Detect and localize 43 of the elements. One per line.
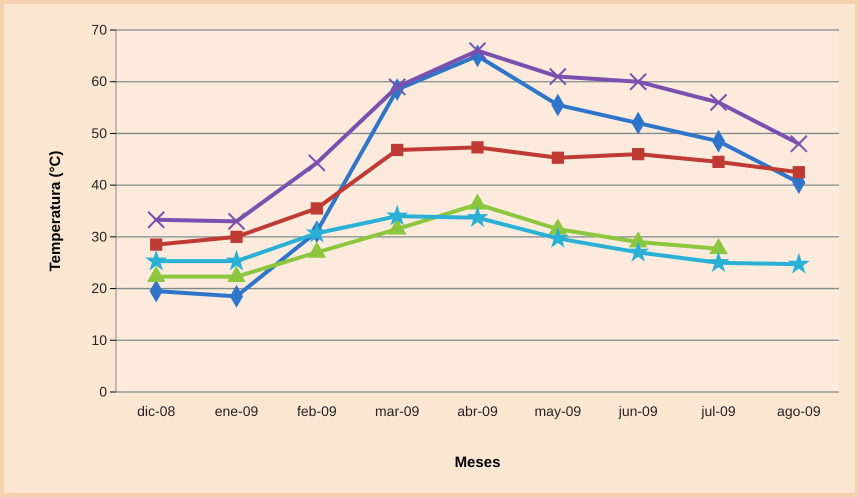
point xyxy=(552,152,564,164)
x-tick-label: ene-09 xyxy=(214,402,259,419)
point xyxy=(632,148,644,160)
point xyxy=(310,202,323,215)
point xyxy=(709,93,728,112)
x-tick-label: jul-09 xyxy=(700,402,736,419)
point xyxy=(150,238,162,251)
x-tick-label: dic-08 xyxy=(137,402,176,419)
x-axis-title: Meses xyxy=(454,454,500,471)
x-tick-label: jun-09 xyxy=(618,402,658,419)
x-tick-label: ago-09 xyxy=(777,402,821,419)
point xyxy=(391,144,404,156)
point xyxy=(471,141,484,154)
point xyxy=(230,230,243,243)
y-tick-label: 50 xyxy=(91,124,108,141)
point xyxy=(147,210,166,229)
point xyxy=(145,250,168,271)
point xyxy=(712,156,725,168)
y-axis-title: Temperatura (°C) xyxy=(47,150,64,272)
point xyxy=(308,154,326,172)
point xyxy=(388,78,406,96)
x-tick-label: mar-09 xyxy=(374,402,420,419)
y-tick-label: 10 xyxy=(91,332,108,348)
y-tick-label: 30 xyxy=(91,228,108,244)
point xyxy=(792,166,805,178)
point xyxy=(708,251,730,272)
point xyxy=(788,252,810,274)
point xyxy=(548,68,567,86)
y-tick-label: 20 xyxy=(91,280,108,296)
y-tick-label: 70 xyxy=(91,21,108,38)
y-tick-label: 40 xyxy=(91,176,108,193)
point xyxy=(386,204,408,226)
y-tick-label: 0 xyxy=(99,383,108,400)
y-tick-label: 60 xyxy=(91,73,108,90)
x-tick-label: abr-09 xyxy=(457,402,498,419)
point xyxy=(227,212,246,230)
point xyxy=(468,42,487,60)
point xyxy=(790,134,808,153)
point xyxy=(627,240,650,262)
point xyxy=(466,206,488,228)
x-tick-label: feb-09 xyxy=(296,402,337,419)
x-tick-label: may-09 xyxy=(534,402,582,419)
point xyxy=(629,72,648,91)
